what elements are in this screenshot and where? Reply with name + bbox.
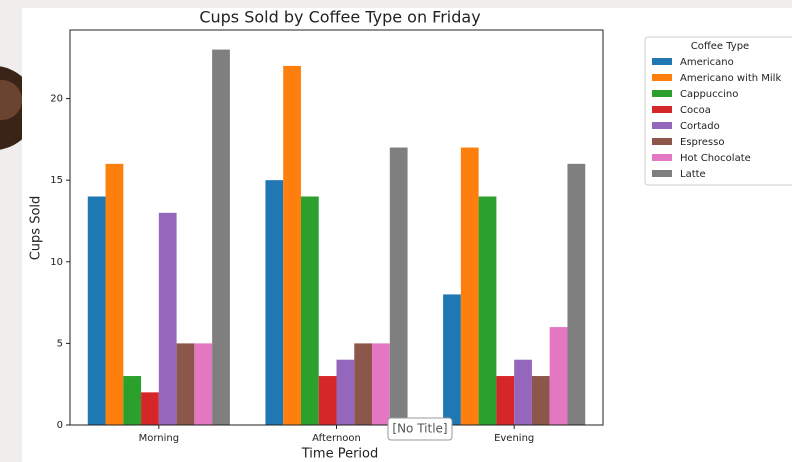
- bar: [265, 180, 284, 425]
- bar: [460, 147, 479, 425]
- bar: [283, 65, 301, 425]
- x-tick-label: Afternoon: [312, 433, 361, 444]
- bar: [478, 196, 497, 425]
- bar: [176, 343, 195, 425]
- chart-title: Cups Sold by Coffee Type on Friday: [199, 8, 480, 27]
- legend-swatch: [652, 58, 672, 65]
- bar: [336, 359, 355, 425]
- y-tick-label: 15: [50, 175, 63, 186]
- bar: [531, 376, 550, 425]
- x-tick-label: Morning: [139, 433, 179, 444]
- bar: [212, 49, 230, 425]
- legend: Coffee Type Americano Americano with Milk C…: [644, 36, 792, 186]
- legend-swatch: [652, 138, 672, 145]
- bar: [141, 392, 159, 425]
- bar: [123, 376, 142, 425]
- bar: [105, 163, 124, 426]
- bar: [549, 327, 568, 425]
- y-tick-label: 20: [50, 94, 63, 105]
- bar: [372, 343, 390, 425]
- bar: [158, 212, 177, 425]
- legend-box: [644, 36, 792, 186]
- legend-swatch: [652, 74, 672, 81]
- tooltip: [387, 417, 453, 441]
- y-axis-label: Cups Sold: [29, 196, 44, 261]
- x-axis-label: Time Period: [301, 447, 378, 462]
- plot-frame: [69, 29, 604, 426]
- legend-label: Cocoa: [680, 105, 711, 116]
- y-tick-label: 5: [57, 338, 63, 349]
- legend-swatch: [652, 170, 672, 177]
- bar: [496, 376, 515, 425]
- bar: [194, 343, 213, 425]
- tooltip-text: [No Title]: [392, 422, 447, 436]
- bar: [354, 343, 373, 425]
- y-tick-label: 10: [50, 257, 63, 268]
- legend-swatch: [652, 122, 672, 129]
- bar: [87, 196, 106, 425]
- legend-label: Americano: [680, 57, 734, 68]
- legend-label: Cappuccino: [680, 89, 738, 100]
- legend-swatch: [652, 90, 672, 97]
- x-tick-label: Evening: [494, 433, 534, 444]
- legend-label: Latte: [680, 169, 706, 180]
- bar: [389, 147, 408, 425]
- legend-swatch: [652, 154, 672, 161]
- legend-label: Cortado: [680, 121, 720, 132]
- bar: [514, 359, 532, 425]
- legend-label: Americano with Milk: [680, 73, 781, 84]
- legend-label: Hot Chocolate: [680, 153, 751, 164]
- bar: [567, 163, 586, 426]
- legend-title: Coffee Type: [691, 41, 749, 52]
- legend-label: Espresso: [680, 137, 724, 148]
- coffee-image-detail: [0, 80, 22, 120]
- legend-swatch: [652, 106, 672, 113]
- bar: [443, 294, 461, 425]
- bar: [318, 376, 337, 425]
- bar: [300, 196, 319, 425]
- y-tick-label: 0: [57, 420, 63, 431]
- plot-area: 0 5 10 15 20 Morning Afternoon Evening: [50, 29, 604, 444]
